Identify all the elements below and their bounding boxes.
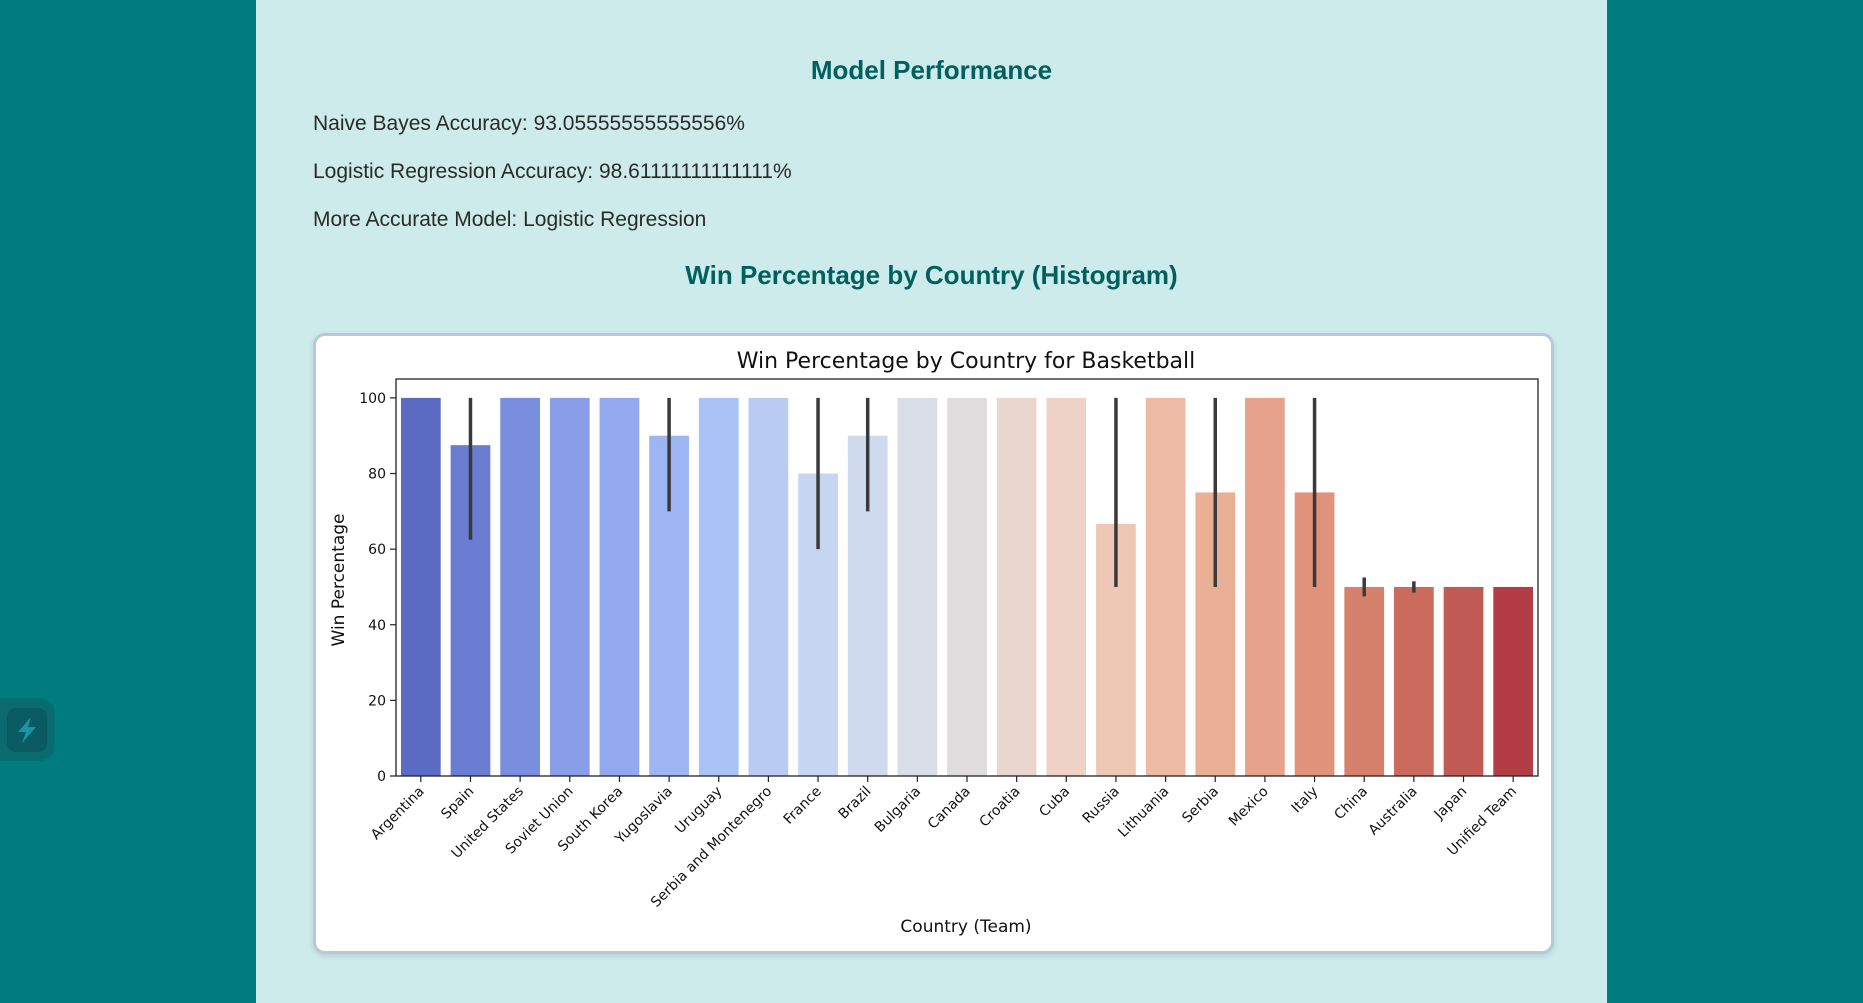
bar-cuba xyxy=(1046,397,1087,776)
x-tick-label: Serbia xyxy=(1179,784,1222,827)
model-performance-heading: Model Performance xyxy=(810,55,1053,85)
bar-uruguay xyxy=(698,397,739,776)
bar-australia xyxy=(1394,586,1434,776)
logistic-regression-accuracy: Logistic Regression Accuracy: 98.6111111… xyxy=(313,160,792,183)
x-tick-label: China xyxy=(1331,784,1371,824)
x-tick-label: Japan xyxy=(1431,784,1471,824)
naive-bayes-accuracy: Naive Bayes Accuracy: 93.05555555555556% xyxy=(313,112,745,135)
side-widget-button[interactable] xyxy=(0,700,53,759)
y-tick-label: 80 xyxy=(368,467,386,483)
bar-lithuania xyxy=(1145,397,1186,776)
y-tick-label: 0 xyxy=(377,769,386,785)
plot-frame xyxy=(395,378,1539,777)
x-tick-label: Italy xyxy=(1289,784,1322,817)
bar-serbia-and-montenegro xyxy=(748,397,789,776)
histogram-heading: Win Percentage by Country (Histogram) xyxy=(685,260,1178,290)
content-panel: Model Performance Naive Bayes Accuracy: … xyxy=(256,0,1607,1003)
bar-argentina xyxy=(400,397,441,776)
x-tick-label: France xyxy=(781,784,825,828)
x-tick-label: Cuba xyxy=(1036,784,1073,821)
bar-united-states xyxy=(500,397,540,776)
bar-croatia xyxy=(996,397,1037,776)
bar-canada xyxy=(947,397,987,776)
bar-south-korea xyxy=(599,397,640,776)
y-tick-label: 20 xyxy=(368,693,386,709)
bar-unified-team xyxy=(1493,586,1534,776)
x-tick-label: Canada xyxy=(925,784,974,833)
lightning-bolt-icon xyxy=(6,707,47,752)
x-tick-label: Australia xyxy=(1366,784,1421,839)
x-axis-label: Country (Team) xyxy=(900,917,1031,937)
x-tick-label: Brazil xyxy=(836,784,875,823)
x-tick-label: Argentina xyxy=(368,784,428,844)
bar-mexico xyxy=(1245,397,1285,776)
x-tick-label: Croatia xyxy=(977,784,1024,831)
x-tick-label: Lithuania xyxy=(1115,784,1172,841)
x-tick-label: Mexico xyxy=(1226,784,1272,830)
bar-china xyxy=(1344,586,1385,776)
win-percentage-chart: Win Percentage by Country for Basketball… xyxy=(329,349,1539,937)
chart-title: Win Percentage by Country for Basketball xyxy=(737,349,1196,374)
bar-japan xyxy=(1443,586,1484,776)
x-tick-label: Bulgaria xyxy=(872,784,924,836)
x-tick-label: Russia xyxy=(1080,784,1123,827)
bar-bulgaria xyxy=(897,397,938,776)
y-tick-label: 100 xyxy=(359,391,386,407)
bar-soviet-union xyxy=(549,397,590,776)
more-accurate-model: More Accurate Model: Logistic Regression xyxy=(313,208,707,231)
y-axis-label: Win Percentage xyxy=(329,514,349,647)
y-tick-label: 40 xyxy=(368,618,386,634)
y-tick-label: 60 xyxy=(368,542,386,558)
chart-card: Win Percentage by Country for Basketball… xyxy=(313,333,1554,954)
x-tick-label: Spain xyxy=(438,784,477,823)
